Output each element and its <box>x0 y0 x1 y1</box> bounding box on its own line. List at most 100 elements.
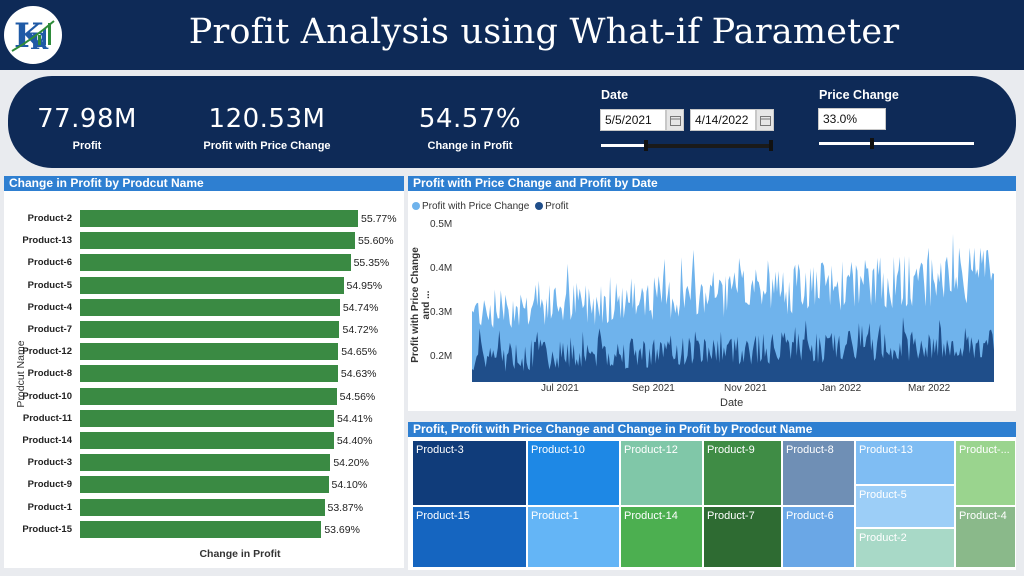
treemap-tile[interactable]: Product-7 <box>703 506 782 568</box>
treemap-tile-label: Product-6 <box>786 510 834 522</box>
bar-value-label: 54.40% <box>336 435 373 447</box>
treemap-tile[interactable]: Product-14 <box>620 506 703 568</box>
bar-value-label: 55.77% <box>361 213 397 225</box>
bar-category-label: Product-3 <box>27 457 72 469</box>
calendar-icon[interactable] <box>666 109 684 131</box>
bar-category-label: Product-10 <box>22 390 72 402</box>
bar-value-label: 54.95% <box>346 279 383 292</box>
bar[interactable] <box>80 476 329 494</box>
price-slider-track[interactable] <box>819 142 974 145</box>
area-chart-plot[interactable] <box>472 220 994 382</box>
date-slider-start-handle[interactable] <box>644 140 648 151</box>
calendar-icon[interactable] <box>756 109 774 131</box>
treemap-tile[interactable]: Product-8 <box>782 440 855 506</box>
kpi-label: Profit with Price Change <box>203 140 331 152</box>
price-slicer-label: Price Change <box>819 88 899 102</box>
date-slider-end-handle[interactable] <box>769 140 773 151</box>
bar-category-label: Product-12 <box>22 346 72 358</box>
treemap-tile[interactable]: Product-3 <box>412 440 527 506</box>
kpi-profit: 77.98M Profit <box>28 104 146 152</box>
treemap-tile-label: Product-... <box>959 444 1010 456</box>
treemap-tile[interactable]: Product-4 <box>955 506 1016 568</box>
treemap-tile[interactable]: Product-12 <box>620 440 703 506</box>
bar[interactable] <box>80 387 337 405</box>
treemap-tile[interactable]: Product-5 <box>855 485 955 528</box>
series-area-profit-with-price-change[interactable] <box>472 233 994 382</box>
kpi-profit-with-price-change: 120.53M Profit with Price Change <box>196 104 338 152</box>
treemap-tile-label: Product-13 <box>859 444 913 456</box>
legend-item-profit[interactable]: Profit <box>535 201 568 212</box>
kr-logo-icon: K R <box>4 6 62 64</box>
bar-value-label: 53.69% <box>324 523 360 536</box>
bar[interactable] <box>80 432 334 449</box>
bar[interactable] <box>80 232 355 250</box>
bar[interactable] <box>80 498 325 516</box>
treemap-tile[interactable]: Product-6 <box>782 506 855 568</box>
bar-value-label: 54.72% <box>342 324 379 336</box>
bar[interactable] <box>80 298 340 316</box>
kpi-label: Change in Profit <box>427 140 513 152</box>
bar-category-label: Product-1 <box>27 501 72 513</box>
x-axis-title: Change in Profit <box>199 548 281 560</box>
x-tick-label: Jan 2022 <box>820 383 862 394</box>
treemap-tile-label: Product-14 <box>624 510 678 522</box>
date-slicer-label: Date <box>601 88 629 102</box>
y-tick-label: 0.2M <box>430 351 453 362</box>
bar-value-label: 54.74% <box>342 301 379 314</box>
bar-category-label: Product-15 <box>22 523 72 535</box>
kpi-change-in-profit: 54.57% Change in Profit <box>408 104 532 152</box>
treemap-tile-label: Product-12 <box>624 444 678 456</box>
y-tick-label: 0.4M <box>430 263 453 274</box>
x-tick-label: Mar 2022 <box>908 383 951 394</box>
treemap-tile[interactable]: Product-... <box>955 440 1016 506</box>
y-tick-label: 0.3M <box>430 307 453 318</box>
bar-value-label: 54.56% <box>339 390 376 403</box>
bar-value-label: 54.10% <box>331 479 368 492</box>
x-tick-label: Jul 2021 <box>541 383 579 394</box>
treemap-tile-label: Product-15 <box>416 510 470 522</box>
price-slider-handle[interactable] <box>870 138 875 149</box>
treemap-tile[interactable]: Product-9 <box>703 440 782 506</box>
treemap-tile-label: Product-7 <box>707 510 755 522</box>
treemap-tile[interactable]: Product-10 <box>527 440 620 506</box>
bar-value-label: 55.60% <box>358 235 394 248</box>
legend-label: Profit with Price Change <box>422 201 530 212</box>
treemap-tile[interactable]: Product-2 <box>855 528 955 568</box>
bar[interactable] <box>80 454 331 472</box>
bar-category-label: Product-14 <box>22 435 72 446</box>
header-bar: K R Profit Analysis using What-if Parame… <box>0 0 1024 70</box>
treemap-tile[interactable]: Product-15 <box>412 506 527 568</box>
bar[interactable] <box>80 210 358 227</box>
date-end-input[interactable]: 4/14/2022 <box>690 109 756 131</box>
treemap-tile-label: Product-4 <box>959 510 1007 522</box>
chart-legend: Profit with Price Change Profit <box>412 201 568 212</box>
kpi-value: 77.98M <box>37 104 137 134</box>
series-area-profit[interactable] <box>472 317 994 382</box>
treemap-tile-label: Product-8 <box>786 444 834 456</box>
treemap-tile-label: Product-2 <box>859 532 907 544</box>
treemap-tile[interactable]: Product-1 <box>527 506 620 568</box>
date-slider-range <box>646 143 771 148</box>
bar-category-label: Product-11 <box>22 412 72 424</box>
treemap-tile-label: Product-1 <box>531 510 579 522</box>
bar-category-label: Product-2 <box>27 213 72 224</box>
date-start-input[interactable]: 5/5/2021 <box>600 109 666 131</box>
bar[interactable] <box>80 276 344 294</box>
bar-category-label: Product-7 <box>27 324 72 335</box>
price-change-input[interactable]: 33.0% <box>818 108 886 130</box>
bar[interactable] <box>80 343 339 361</box>
bar[interactable] <box>80 321 340 338</box>
bar[interactable] <box>80 409 335 427</box>
bar-category-label: Product-4 <box>27 301 72 313</box>
treemap-tile-label: Product-10 <box>531 444 585 456</box>
bar-value-label: 54.63% <box>340 368 377 381</box>
bar[interactable] <box>80 520 322 538</box>
legend-item-profit-with-price-change[interactable]: Profit with Price Change <box>412 201 529 212</box>
bar[interactable] <box>80 254 351 272</box>
bar-category-label: Product-5 <box>27 279 72 291</box>
legend-dot <box>535 202 544 210</box>
treemap-tile[interactable]: Product-13 <box>855 440 955 485</box>
x-axis-title: Date <box>720 397 744 409</box>
bar[interactable] <box>80 365 338 383</box>
